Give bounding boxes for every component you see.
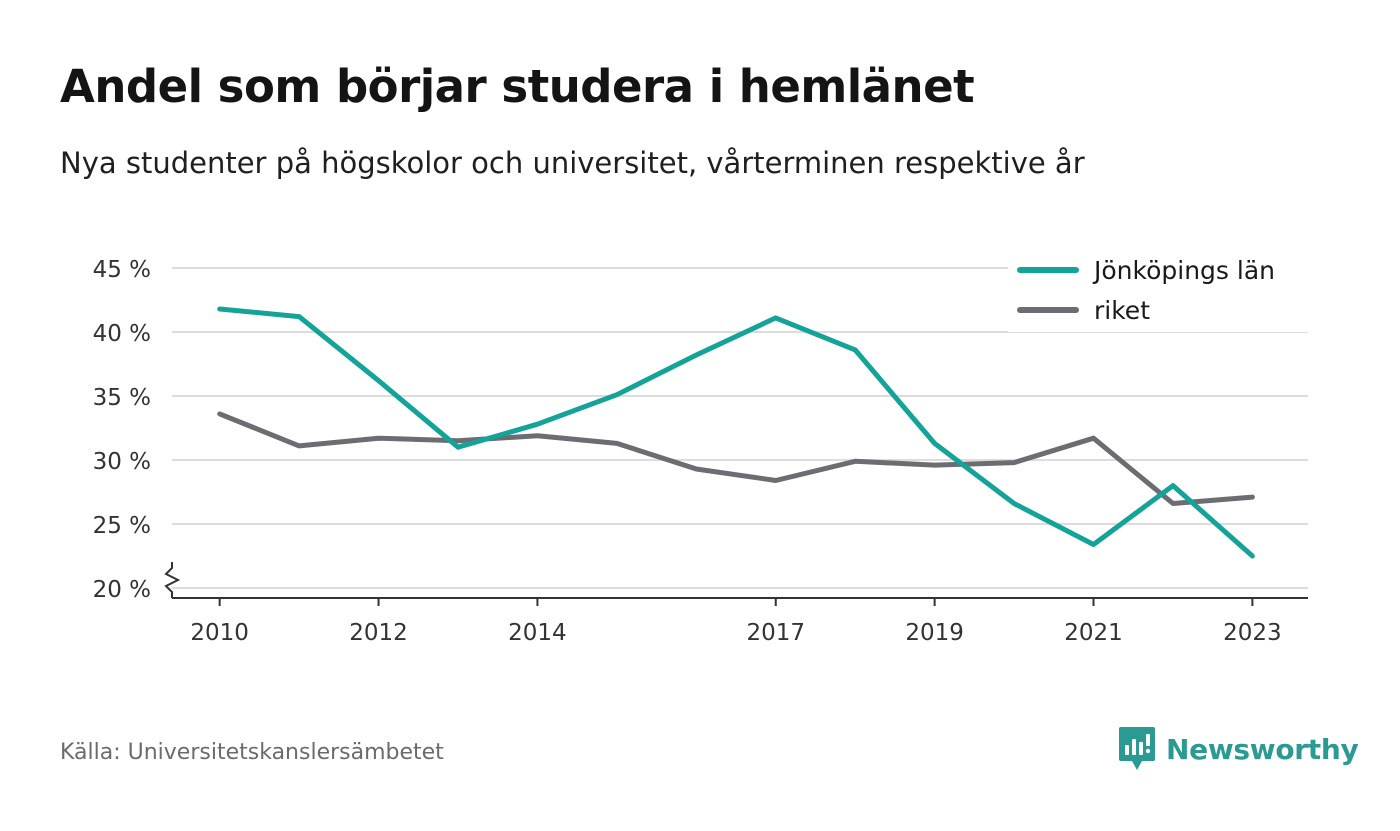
line-chart: 20 % 25 % 30 % 35 % 40 % 45 % 2010 2012 2014 2017… (92, 248, 1308, 646)
y-tick-label: 25 % (93, 513, 151, 539)
legend-background (1008, 248, 1308, 332)
x-tick-label: 2023 (1223, 620, 1282, 646)
brand-name: Newsworthy (1166, 732, 1359, 766)
chart-subtitle: Nya studenter på högskolor och universit… (60, 146, 1085, 180)
x-tick-label: 2021 (1064, 620, 1123, 646)
y-tick-label: 20 % (93, 577, 151, 603)
y-tick-label: 35 % (93, 385, 151, 411)
x-tick-label: 2010 (190, 620, 249, 646)
series-line-jonkopings-lan (217, 306, 1255, 559)
x-tick-label: 2014 (508, 620, 567, 646)
x-tick-label: 2017 (746, 620, 805, 646)
axis-break-marker (164, 562, 181, 598)
source-note: Källa: Universitetskanslersämbetet (60, 740, 444, 765)
x-tick-label: 2012 (349, 620, 408, 646)
legend-label: riket (1094, 296, 1150, 325)
y-tick-label: 45 % (93, 257, 151, 283)
y-tick-label: 30 % (93, 449, 151, 475)
y-tick-label: 40 % (93, 321, 151, 347)
x-tick-label: 2019 (905, 620, 964, 646)
series-line-riket (217, 411, 1255, 506)
chart-title: Andel som börjar studera i hemlänet (60, 60, 975, 113)
newsworthy-logo-icon (1119, 727, 1155, 770)
legend-label: Jönköpings län (1092, 256, 1275, 285)
brand-logo: Newsworthy (1118, 726, 1359, 772)
